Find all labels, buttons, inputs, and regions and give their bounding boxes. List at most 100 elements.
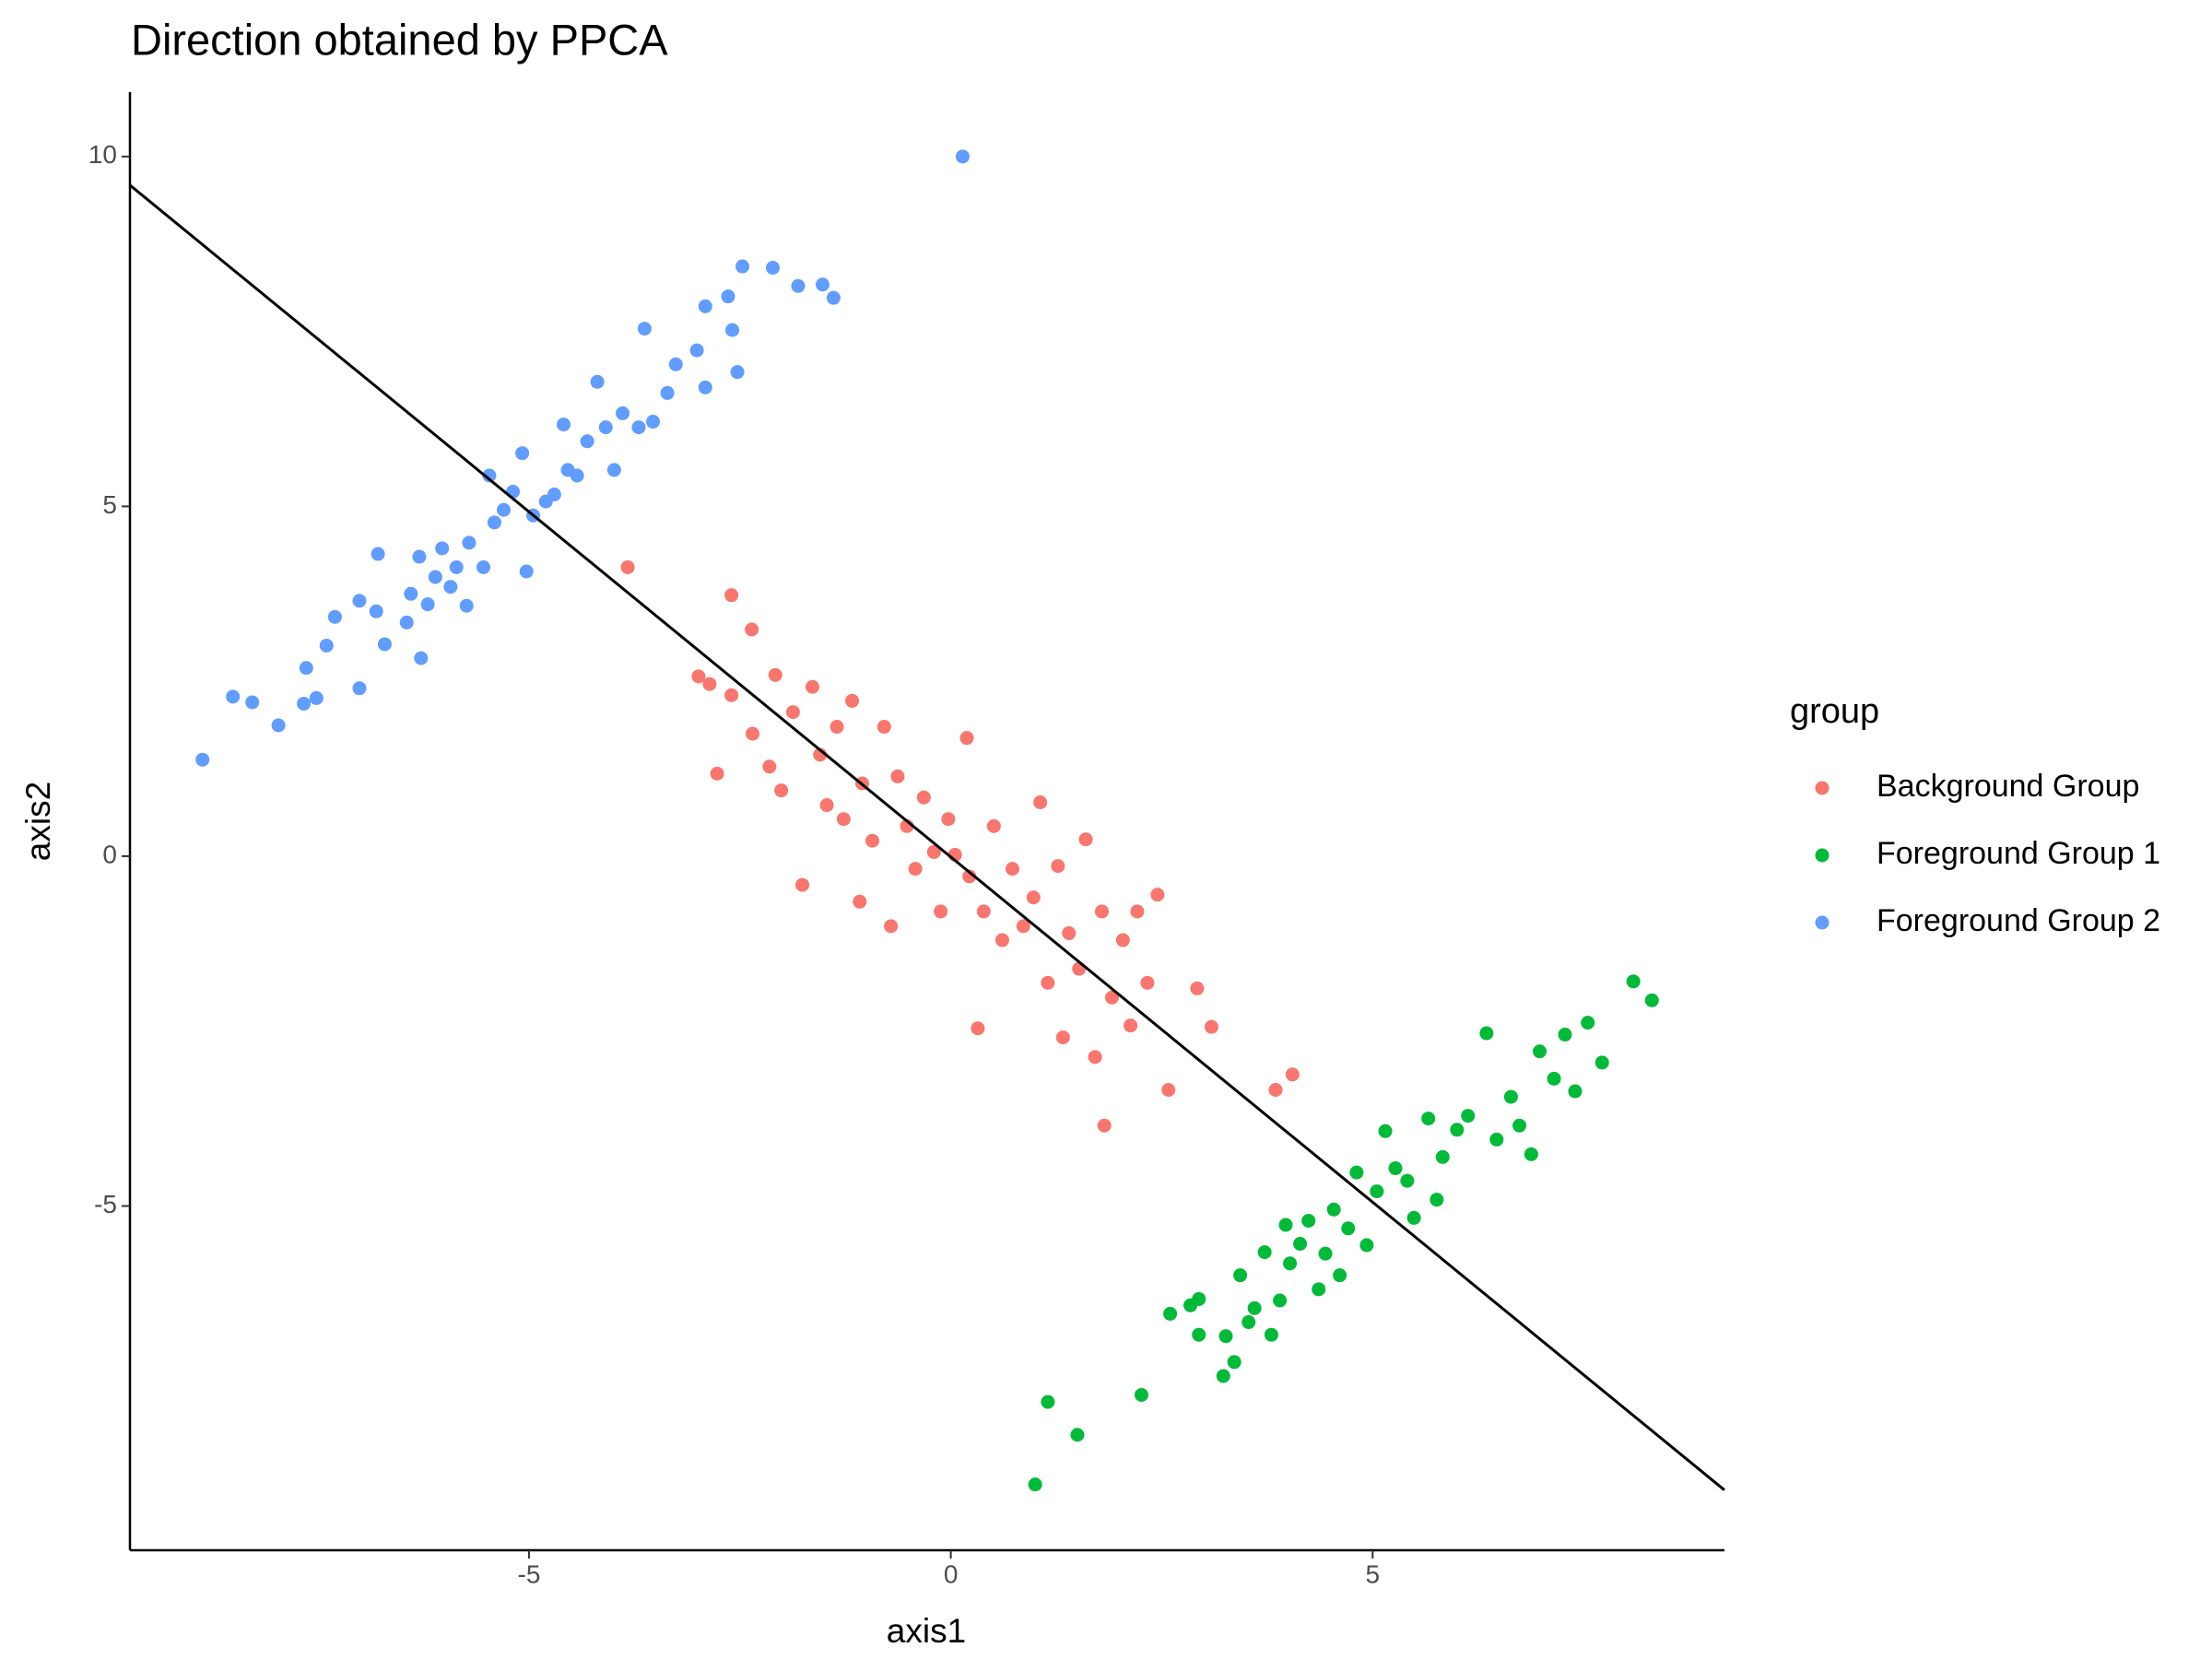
x-tick-label: 0 (944, 1559, 959, 1588)
point (916, 790, 931, 805)
point (1055, 1030, 1070, 1045)
point (371, 547, 385, 561)
point (1594, 1055, 1609, 1070)
point (1318, 1246, 1333, 1261)
point (1041, 975, 1055, 990)
point (710, 766, 724, 781)
y-tick-label: 0 (102, 840, 117, 868)
point (482, 468, 497, 483)
point (547, 487, 561, 501)
point (1285, 1067, 1300, 1082)
point (1016, 919, 1030, 934)
legend-marker (1815, 915, 1830, 930)
point (459, 598, 474, 613)
point (309, 690, 324, 705)
point (1293, 1237, 1308, 1252)
point (1192, 1291, 1206, 1306)
point (1247, 1300, 1262, 1315)
point (1644, 993, 1659, 1007)
point (1626, 974, 1641, 989)
point (1041, 1394, 1055, 1409)
point (1268, 1083, 1283, 1098)
point (698, 380, 712, 394)
point (774, 783, 789, 798)
point (637, 322, 652, 336)
point (1241, 1315, 1256, 1330)
point (414, 651, 429, 665)
point (702, 677, 717, 691)
point (698, 299, 712, 313)
point (1028, 1477, 1042, 1492)
point (1370, 1184, 1384, 1199)
point (865, 833, 880, 848)
point (724, 688, 739, 702)
point (1301, 1213, 1316, 1228)
point (845, 693, 860, 708)
point (853, 894, 867, 909)
point (556, 418, 571, 432)
point (369, 604, 383, 618)
legend-marker (1815, 781, 1830, 795)
legend-marker (1815, 848, 1830, 863)
point (1450, 1123, 1465, 1137)
point (352, 681, 367, 696)
point (746, 726, 760, 741)
point (1005, 862, 1019, 877)
point (352, 594, 367, 608)
point (926, 844, 941, 859)
point (1078, 832, 1093, 847)
point (971, 1021, 985, 1036)
point (1115, 933, 1130, 947)
point (1026, 890, 1041, 905)
point (1062, 925, 1077, 940)
point (768, 667, 782, 682)
point (646, 415, 661, 429)
point (496, 502, 511, 517)
point (487, 515, 501, 530)
point (1503, 1089, 1518, 1104)
point (1216, 1369, 1230, 1383)
point (590, 374, 605, 389)
point (1435, 1149, 1450, 1164)
point (806, 679, 820, 694)
x-tick-label: 5 (1366, 1559, 1381, 1588)
point (1204, 1019, 1218, 1034)
point (598, 420, 613, 435)
point (1088, 1050, 1102, 1065)
point (791, 278, 806, 293)
point (1072, 961, 1087, 976)
point (955, 149, 970, 164)
point (1388, 1161, 1403, 1176)
point (1163, 1306, 1178, 1321)
point (1359, 1238, 1374, 1253)
point (420, 597, 435, 612)
point (1051, 859, 1065, 874)
point (762, 759, 777, 774)
point (1070, 1428, 1085, 1442)
point (519, 564, 534, 579)
point (986, 818, 1001, 833)
x-tick-label: -5 (518, 1559, 541, 1588)
chart-title: Direction obtained by PPCA (131, 15, 668, 64)
point (1104, 990, 1119, 1005)
point (724, 588, 739, 603)
point (785, 705, 800, 720)
point (884, 919, 899, 934)
point (908, 862, 923, 877)
point (1134, 1387, 1148, 1402)
point (443, 580, 458, 594)
point (399, 615, 414, 629)
point (934, 904, 948, 919)
point (1489, 1132, 1504, 1147)
point (1192, 1327, 1206, 1342)
point (721, 289, 735, 304)
point (412, 549, 427, 564)
point (836, 812, 851, 827)
point (449, 559, 464, 574)
point (1150, 888, 1165, 902)
point (1581, 1016, 1595, 1030)
point (428, 570, 442, 584)
point (795, 877, 810, 892)
